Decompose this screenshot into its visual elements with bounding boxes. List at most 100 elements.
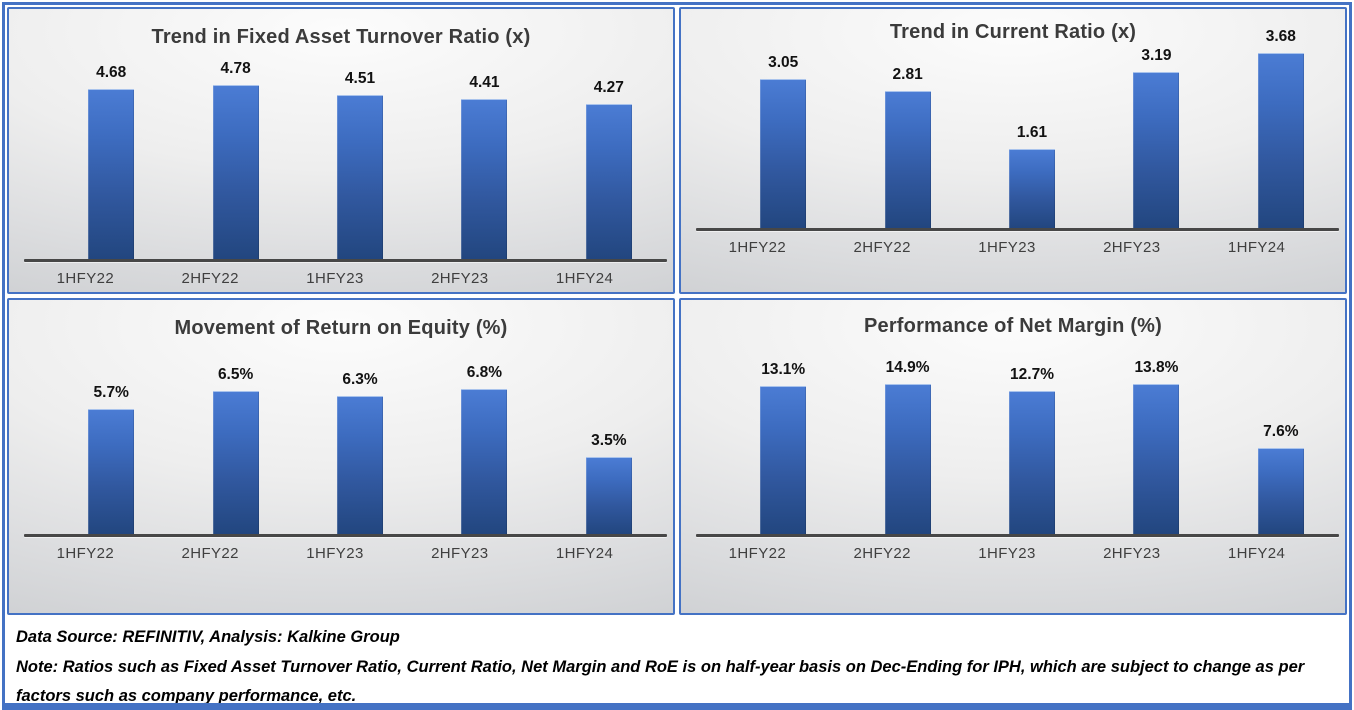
bar-slot: 12.7% [970,359,1094,534]
bar [585,103,632,259]
bar-value-label: 13.1% [761,361,806,379]
chart-panel-net-margin: Performance of Net Margin (%) 13.1% 14.9%… [679,298,1347,615]
x-axis-line [24,534,667,537]
bar [212,85,259,259]
bar-slot: 3.05 [721,28,845,228]
x-axis-line [24,259,667,262]
bar-slot: 7.6% [1219,359,1343,534]
category-label: 2HFY22 [853,545,911,562]
bar-value-label: 2.81 [892,65,923,83]
category-label: 1HFY23 [978,545,1036,562]
category-label: 2HFY22 [181,270,239,287]
category-label: 1HFY22 [56,270,115,287]
categories-row: 1HFY22 2HFY22 1HFY23 2HFY23 1HFY24 [23,545,647,562]
category-label: 1HFY23 [978,239,1036,256]
category-label: 1HFY23 [306,270,364,287]
bar-slot: 1.61 [970,28,1094,228]
chart-panel-current-ratio: Trend in Current Ratio (x) 3.05 2.81 1.61 3… [679,7,1347,294]
bar-slot: 3.19 [1094,28,1218,228]
bar [461,98,508,259]
chart-title: Performance of Net Margin (%) [863,315,1163,337]
bar-value-label: 3.5% [591,432,627,450]
category-label: 1HFY24 [555,270,614,287]
categories-row: 1HFY22 2HFY22 1HFY23 2HFY23 1HFY24 [695,239,1319,256]
bar-slot: 4.41 [422,59,546,259]
bar [1133,72,1180,228]
bar [760,386,807,534]
bar-slot: 3.5% [547,364,671,534]
bar [1009,149,1056,228]
bar [461,389,508,534]
category-label: 2HFY23 [1103,239,1161,256]
chart-panel-fixed-asset-turnover: Trend in Fixed Asset Turnover Ratio (x) … [7,7,675,294]
bar-slot: 2.81 [845,28,969,228]
bar-slot: 6.3% [298,364,422,534]
chart-grid: Trend in Fixed Asset Turnover Ratio (x) … [7,7,1347,615]
bar-slot: 4.78 [173,59,297,259]
bar [88,408,135,534]
bars-area: 13.1% 14.9% 12.7% 13.8% 7.6% [721,359,1343,534]
x-axis-line [696,228,1339,231]
bar-slot: 4.27 [547,59,671,259]
note-line: Note: Ratios such as Fixed Asset Turnove… [16,658,1305,705]
x-axis-line [696,534,1339,537]
bar [88,88,135,259]
bar-value-label: 4.78 [220,60,251,78]
bar [337,395,384,534]
category-label: 1HFY24 [555,545,614,562]
bar-value-label: 13.8% [1134,359,1179,376]
bar-slot: 4.51 [298,59,422,259]
bar-value-label: 3.19 [1141,47,1172,65]
bar-value-label: 4.68 [96,63,127,81]
category-label: 1HFY22 [728,239,787,256]
bars-area: 5.7% 6.5% 6.3% 6.8% 3.5% [49,364,671,534]
category-label: 2HFY23 [431,545,489,562]
category-label: 1HFY22 [56,545,115,562]
bar-value-label: 14.9% [885,359,930,376]
bar-value-label: 6.5% [217,366,254,384]
category-label: 2HFY23 [1103,545,1161,562]
bar-value-label: 3.05 [768,54,799,72]
bar [1257,448,1304,534]
chart-panel-return-on-equity: Movement of Return on Equity (%) 5.7% 6.5… [7,298,675,615]
bars-area: 4.68 4.78 4.51 4.41 4.27 [49,59,671,259]
bar [1133,384,1180,534]
bar [884,384,931,534]
chart-title: Trend in Fixed Asset Turnover Ratio (x) [151,26,531,48]
category-label: 1HFY24 [1227,545,1286,562]
bar-slot: 5.7% [49,364,173,534]
categories-row: 1HFY22 2HFY22 1HFY23 2HFY23 1HFY24 [23,270,647,287]
category-label: 1HFY22 [728,545,787,562]
bar-slot: 14.9% [845,359,969,534]
bar-slot: 13.1% [721,359,845,534]
bar-slot: 6.8% [422,364,546,534]
chart-title: Movement of Return on Equity (%) [174,317,508,339]
bar-slot: 4.68 [49,59,173,259]
chart-title: Trend in Current Ratio (x) [889,21,1137,43]
footer-note-block: Data Source: REFINITIV, Analysis: Kalkin… [7,617,1347,705]
bars-area: 3.05 2.81 1.61 3.19 3.68 [721,28,1343,228]
bar [1009,390,1056,534]
bar-slot: 6.5% [173,364,297,534]
category-label: 2HFY23 [431,270,489,287]
bar-slot: 13.8% [1094,359,1218,534]
bar-value-label: 4.41 [469,73,500,91]
bar [337,95,384,259]
bar [760,79,807,228]
bar-value-label: 6.8% [466,364,503,381]
categories-row: 1HFY22 2HFY22 1HFY23 2HFY23 1HFY24 [695,545,1319,562]
bar-value-label: 6.3% [342,370,378,388]
bar-value-label: 7.6% [1263,423,1299,441]
data-source-line: Data Source: REFINITIV, Analysis: Kalkin… [16,628,400,646]
bar-value-label: 12.7% [1010,365,1054,383]
category-label: 1HFY23 [306,545,364,562]
bar [585,457,632,534]
category-label: 1HFY24 [1227,239,1286,256]
bar-value-label: 5.7% [93,383,129,401]
category-label: 2HFY22 [181,545,239,562]
bar [1257,53,1304,228]
bar [212,391,259,534]
bar [884,90,931,228]
bar-value-label: 4.51 [344,70,376,87]
